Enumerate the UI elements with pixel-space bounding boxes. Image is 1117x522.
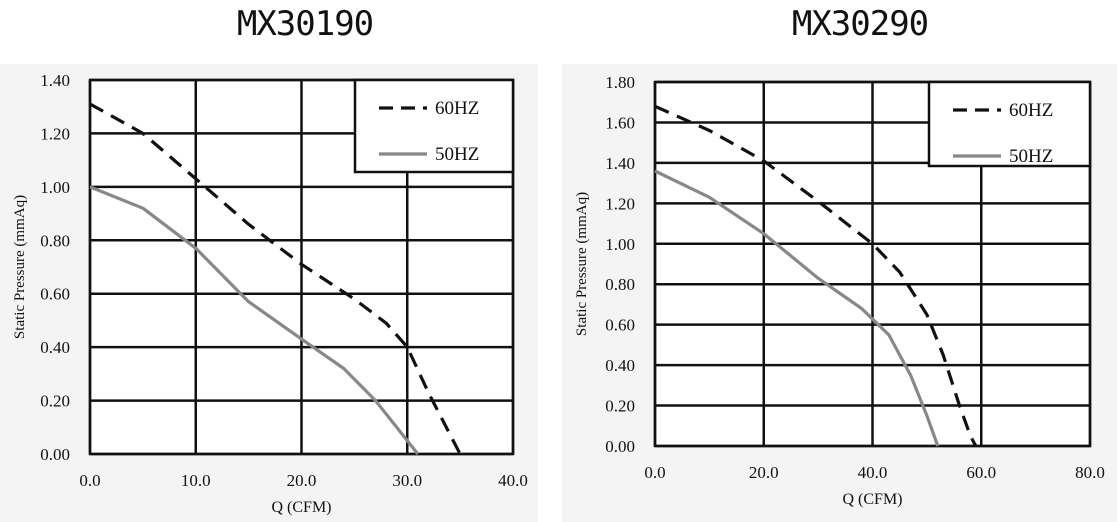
y-tick-label: 0.00 bbox=[40, 445, 70, 464]
y-tick-label: 0.00 bbox=[605, 437, 635, 456]
y-tick-label: 0.80 bbox=[40, 231, 70, 250]
legend-label-50hz: 50HZ bbox=[1009, 146, 1053, 167]
y-tick-label: 1.40 bbox=[40, 71, 70, 90]
chart-mx30290: 0.00 0.20 0.40 0.60 0.80 1.00 1.20 1.40 1.60 1.80… bbox=[574, 73, 1105, 508]
x-tick-label: 60.0 bbox=[966, 463, 996, 482]
x-tick-label: 0.0 bbox=[644, 463, 665, 482]
x-tick-label: 40.0 bbox=[498, 471, 528, 490]
chart-panel-mx30290: 0.00 0.20 0.40 0.60 0.80 1.00 1.20 1.40 1.60 1.80… bbox=[562, 64, 1117, 522]
y-tick-label: 1.40 bbox=[605, 154, 635, 173]
legend-label-50hz: 50HZ bbox=[435, 144, 479, 165]
y-axis-label: Static Pressure (mmAq) bbox=[574, 192, 590, 336]
y-tick-label: 0.40 bbox=[605, 356, 635, 375]
y-tick-label: 0.20 bbox=[40, 392, 70, 411]
x-tick-label: 10.0 bbox=[181, 471, 211, 490]
y-tick-label: 0.60 bbox=[40, 285, 70, 304]
plot-frame bbox=[653, 80, 1092, 448]
x-axis-label: Q (CFM) bbox=[271, 499, 331, 516]
plot-frame bbox=[88, 78, 515, 456]
series-line-60hz bbox=[89, 102, 462, 455]
x-tick-label: 20.0 bbox=[749, 463, 779, 482]
chart-mx30190: 0.00 0.20 0.40 0.60 0.80 1.00 1.20 1.40 0.0 10.0 2… bbox=[12, 71, 528, 516]
y-tick-label: 0.40 bbox=[40, 338, 70, 357]
series-line-50hz bbox=[89, 185, 420, 455]
y-tick-label: 1.00 bbox=[40, 178, 70, 197]
legend-box bbox=[927, 80, 1092, 168]
y-tick-label: 1.80 bbox=[605, 73, 635, 92]
y-tick-label: 1.60 bbox=[605, 113, 635, 132]
y-tick-label: 0.20 bbox=[605, 397, 635, 416]
legend-box bbox=[353, 78, 515, 174]
y-tick-label: 1.20 bbox=[40, 124, 70, 143]
x-tick-label: 30.0 bbox=[392, 471, 422, 490]
x-tick-label: 0.0 bbox=[79, 471, 100, 490]
series-line-60hz bbox=[654, 104, 978, 447]
chart-panel-mx30190: 0.00 0.20 0.40 0.60 0.80 1.00 1.20 1.40 0.0 10.0 2… bbox=[0, 64, 538, 522]
y-axis-label: Static Pressure (mmAq) bbox=[12, 195, 28, 339]
x-tick-label: 40.0 bbox=[858, 463, 888, 482]
y-tick-label: 0.60 bbox=[605, 316, 635, 335]
chart-title-mx30190: MX30190 bbox=[236, 4, 374, 44]
x-axis-label: Q (CFM) bbox=[842, 491, 902, 508]
series-line-50hz bbox=[654, 169, 940, 447]
y-tick-label: 1.20 bbox=[605, 194, 635, 213]
chart-title-mx30290: MX30290 bbox=[791, 4, 929, 44]
legend-label-60hz: 60HZ bbox=[1009, 100, 1053, 121]
legend-label-60hz: 60HZ bbox=[435, 98, 479, 119]
x-tick-label: 80.0 bbox=[1075, 463, 1105, 482]
y-tick-label: 1.00 bbox=[605, 235, 635, 254]
y-tick-label: 0.80 bbox=[605, 275, 635, 294]
x-tick-label: 20.0 bbox=[287, 471, 317, 490]
